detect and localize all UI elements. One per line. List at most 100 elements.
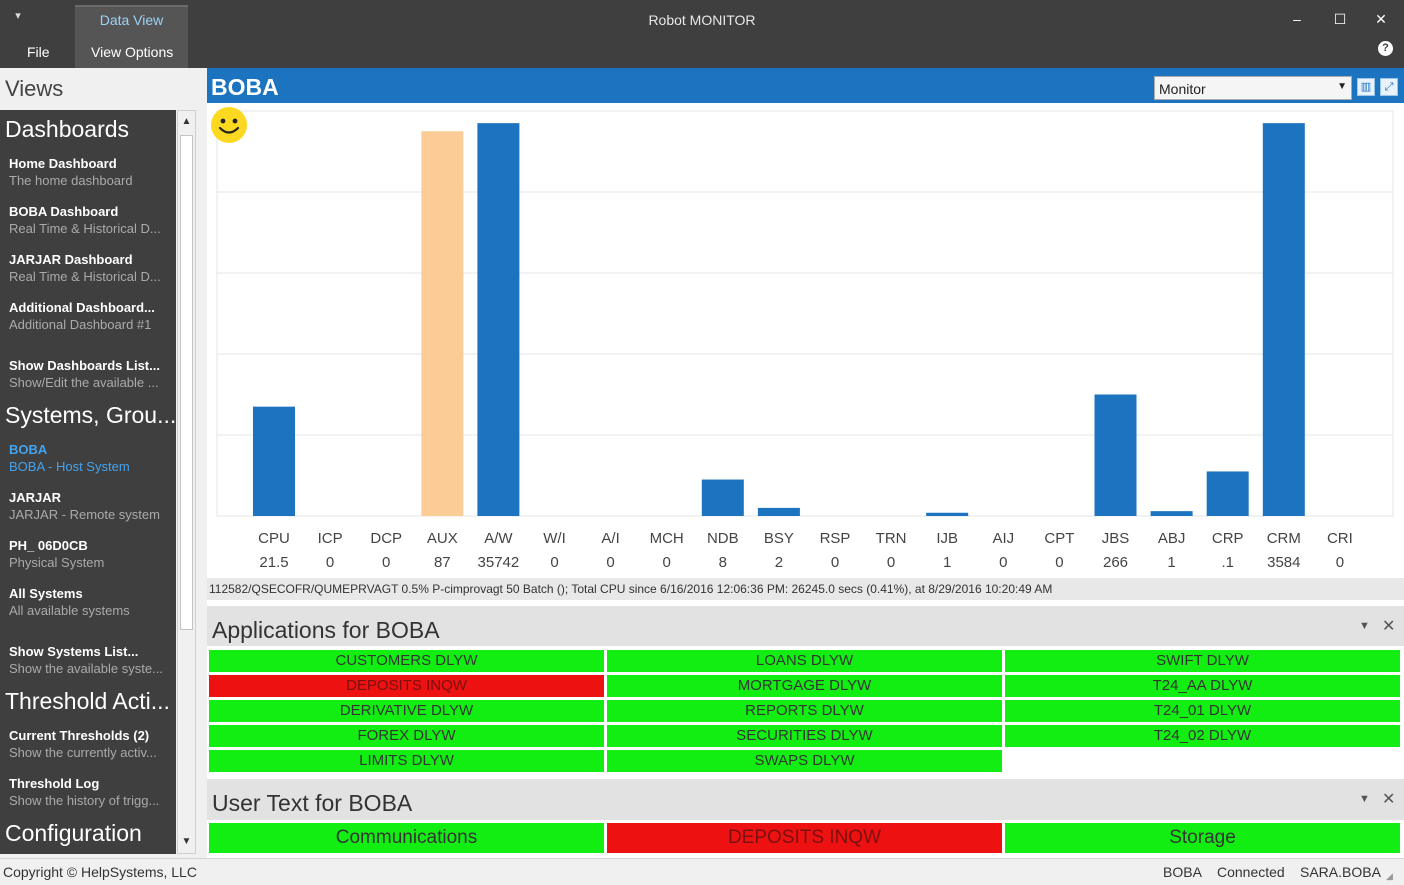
- menu-view-options[interactable]: View Options: [91, 44, 174, 60]
- application-status-cell[interactable]: T24_01 DLYW: [1005, 700, 1400, 722]
- close-icon[interactable]: ✕: [1382, 618, 1396, 635]
- nav-item-subtitle: All available systems: [9, 603, 130, 618]
- user-text-cell[interactable]: Storage: [1005, 823, 1400, 853]
- sidebar-item-current-thresholds[interactable]: Current Thresholds (2) Show the currentl…: [9, 727, 173, 762]
- category-label: IJB: [936, 530, 958, 547]
- category-label: AIJ: [992, 530, 1014, 547]
- application-status-cell[interactable]: T24_AA DLYW: [1005, 675, 1400, 697]
- category-label: MCH: [650, 530, 684, 547]
- value-label: 0: [1055, 554, 1063, 571]
- nav-item-subtitle: Show the available syste...: [9, 661, 163, 676]
- category-label: CRP: [1212, 530, 1244, 547]
- scroll-up-icon[interactable]: ▲: [181, 116, 192, 127]
- bar-aux[interactable]: [421, 131, 464, 516]
- bar-aw[interactable]: [477, 123, 520, 517]
- nav-item-subtitle: Show the currently activ...: [9, 745, 157, 760]
- grid-view-button[interactable]: ▥: [1357, 78, 1375, 96]
- user-text-cell[interactable]: Communications: [209, 823, 604, 853]
- collapse-icon[interactable]: ▼: [1359, 793, 1370, 805]
- bar-ijb[interactable]: [926, 512, 969, 516]
- views-panel: Dashboards Home Dashboard The home dashb…: [0, 110, 176, 854]
- app-menu-icon[interactable]: ▾: [15, 10, 21, 22]
- nav-item-title: Additional Dashboard...: [9, 300, 155, 315]
- copyright-text: Copyright © HelpSystems, LLC: [3, 864, 197, 880]
- category-label: A/I: [601, 530, 619, 547]
- section-systems[interactable]: Systems, Grou...: [5, 402, 176, 428]
- close-icon[interactable]: ✕: [1382, 791, 1396, 808]
- bar-crp[interactable]: [1206, 471, 1249, 516]
- application-status-cell[interactable]: CUSTOMERS DLYW: [209, 650, 604, 672]
- sidebar-item-show-dashboards-list[interactable]: Show Dashboards List... Show/Edit the av…: [9, 357, 173, 392]
- status-connection: Connected: [1217, 864, 1285, 880]
- application-status-cell[interactable]: SECURITIES DLYW: [607, 725, 1002, 747]
- application-status-cell[interactable]: REPORTS DLYW: [607, 700, 1002, 722]
- bar-cpu[interactable]: [253, 406, 295, 516]
- sidebar-item-jarjar[interactable]: JARJAR JARJAR - Remote system: [9, 489, 173, 524]
- collapse-icon[interactable]: ▼: [1359, 620, 1370, 632]
- application-status-cell[interactable]: SWIFT DLYW: [1005, 650, 1400, 672]
- value-label: 1: [943, 554, 951, 571]
- tab-data-view-label: Data View: [99, 12, 164, 28]
- bar-bsy[interactable]: [757, 507, 800, 516]
- category-label: DCP: [370, 530, 402, 547]
- sidebar-item-home-dashboard[interactable]: Home Dashboard The home dashboard: [9, 155, 173, 190]
- category-label: RSP: [820, 530, 851, 547]
- nav-item-subtitle: BOBA - Host System: [9, 459, 130, 474]
- sidebar-item-boba[interactable]: BOBA BOBA - Host System: [9, 441, 173, 476]
- chevron-down-icon: ▼: [1337, 81, 1347, 92]
- application-status-cell[interactable]: FOREX DLYW: [209, 725, 604, 747]
- sidebar-item-show-systems-list[interactable]: Show Systems List... Show the available …: [9, 643, 173, 678]
- application-status-cell[interactable]: T24_02 DLYW: [1005, 725, 1400, 747]
- category-label: W/I: [543, 530, 566, 547]
- sidebar-item-all-systems[interactable]: All Systems All available systems: [9, 585, 173, 620]
- sidebar-item-boba-dashboard[interactable]: BOBA Dashboard Real Time & Historical D.…: [9, 203, 173, 238]
- applications-grid: CUSTOMERS DLYW DEPOSITS INQW DERIVATIVE DL…: [207, 646, 1404, 774]
- application-status-cell[interactable]: DERIVATIVE DLYW: [209, 700, 604, 722]
- resize-grip-icon[interactable]: ◢: [1386, 871, 1393, 881]
- view-select[interactable]: Monitor ▼: [1154, 76, 1352, 100]
- application-status-cell[interactable]: LOANS DLYW: [607, 650, 1002, 672]
- status-bar: Copyright © HelpSystems, LLC BOBA Connec…: [0, 858, 1404, 885]
- maximize-button[interactable]: ☐: [1333, 11, 1347, 27]
- expand-button[interactable]: ⤢: [1380, 78, 1398, 96]
- view-select-value: Monitor: [1159, 81, 1206, 97]
- category-label: NDB: [707, 530, 739, 547]
- sidebar-item-ph-06d0cb[interactable]: PH_ 06D0CB Physical System: [9, 537, 173, 572]
- category-label: ABJ: [1158, 530, 1186, 547]
- nav-item-title: Show Dashboards List...: [9, 358, 160, 373]
- nav-item-title: BOBA Dashboard: [9, 204, 119, 219]
- help-icon[interactable]: ?: [1378, 41, 1393, 56]
- sidebar-item-jarjar-dashboard[interactable]: JARJAR Dashboard Real Time & Historical …: [9, 251, 173, 286]
- user-text-cell[interactable]: DEPOSITS INQW: [607, 823, 1002, 853]
- sidebar-scrollbar[interactable]: ▲ ▼: [177, 110, 196, 854]
- nav-item-subtitle: Show/Edit the available ...: [9, 375, 159, 390]
- nav-item-title: PH_ 06D0CB: [9, 538, 88, 553]
- bar-jbs[interactable]: [1094, 394, 1137, 517]
- scroll-down-icon[interactable]: ▼: [181, 836, 192, 847]
- bar-abj[interactable]: [1150, 511, 1193, 516]
- sidebar-item-threshold-log[interactable]: Threshold Log Show the history of trigg.…: [9, 775, 173, 810]
- category-label: CRI: [1327, 530, 1353, 547]
- smiley-icon: [211, 107, 247, 143]
- section-dashboards[interactable]: Dashboards: [5, 116, 130, 142]
- tab-data-view[interactable]: Data View: [75, 5, 188, 68]
- application-status-cell[interactable]: SWAPS DLYW: [607, 750, 1002, 772]
- views-title: Views: [5, 76, 64, 101]
- application-status-cell[interactable]: DEPOSITS INQW: [209, 675, 604, 697]
- minimize-button[interactable]: –: [1293, 11, 1301, 27]
- nav-item-subtitle: Additional Dashboard #1: [9, 317, 152, 332]
- application-status-cell[interactable]: LIMITS DLYW: [209, 750, 604, 772]
- bar-ndb[interactable]: [701, 479, 744, 516]
- application-status-cell[interactable]: MORTGAGE DLYW: [607, 675, 1002, 697]
- value-label: 266: [1103, 554, 1128, 571]
- user-text-row: Communications DEPOSITS INQW Storage: [207, 820, 1404, 856]
- scroll-thumb[interactable]: [180, 135, 193, 630]
- value-label: 0: [887, 554, 895, 571]
- menu-file[interactable]: File: [27, 44, 50, 60]
- nav-item-title: Home Dashboard: [9, 156, 117, 171]
- close-button[interactable]: ✕: [1375, 11, 1387, 27]
- section-configuration[interactable]: Configuration: [5, 820, 142, 846]
- sidebar-item-additional-dashboard[interactable]: Additional Dashboard... Additional Dashb…: [9, 299, 173, 334]
- section-thresholds[interactable]: Threshold Acti...: [5, 688, 170, 714]
- bar-crm[interactable]: [1262, 123, 1305, 517]
